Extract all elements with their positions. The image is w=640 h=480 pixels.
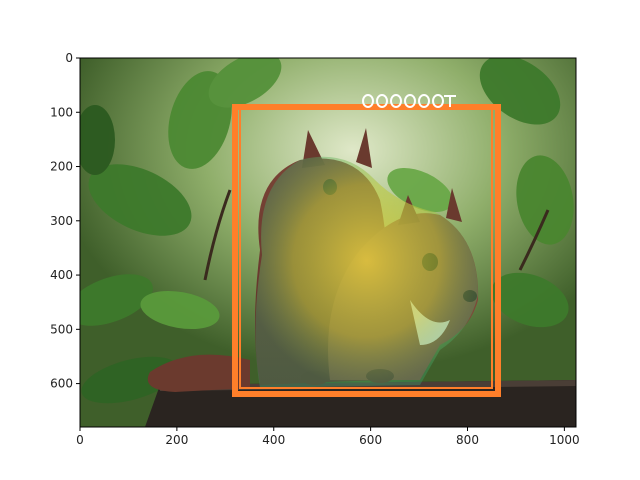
axes-frame [79,57,577,428]
y-tick-label: 100 [50,105,73,119]
x-tick-label: 600 [359,433,382,447]
x-tick-label: 200 [165,433,188,447]
y-tick-label: 600 [50,377,73,391]
y-tick-label: 200 [50,160,73,174]
x-tick-label: 1000 [549,433,580,447]
y-tick-label: 500 [50,322,73,336]
y-tick-label: 400 [50,268,73,282]
leaves [80,58,574,404]
photo [80,58,576,427]
y-tick-label: 300 [50,214,73,228]
y-tick-label: 0 [65,51,73,65]
segmentation-mask [255,156,478,388]
x-tick-label: 800 [456,433,479,447]
box-label [362,94,456,108]
x-tick-label: 400 [262,433,285,447]
y-axis: 0 100 200 300 400 500 600 [50,51,80,391]
x-tick-label: 0 [76,433,84,447]
bounding-box-inner [239,108,493,389]
x-axis: 0 200 400 600 800 1000 [76,427,580,447]
